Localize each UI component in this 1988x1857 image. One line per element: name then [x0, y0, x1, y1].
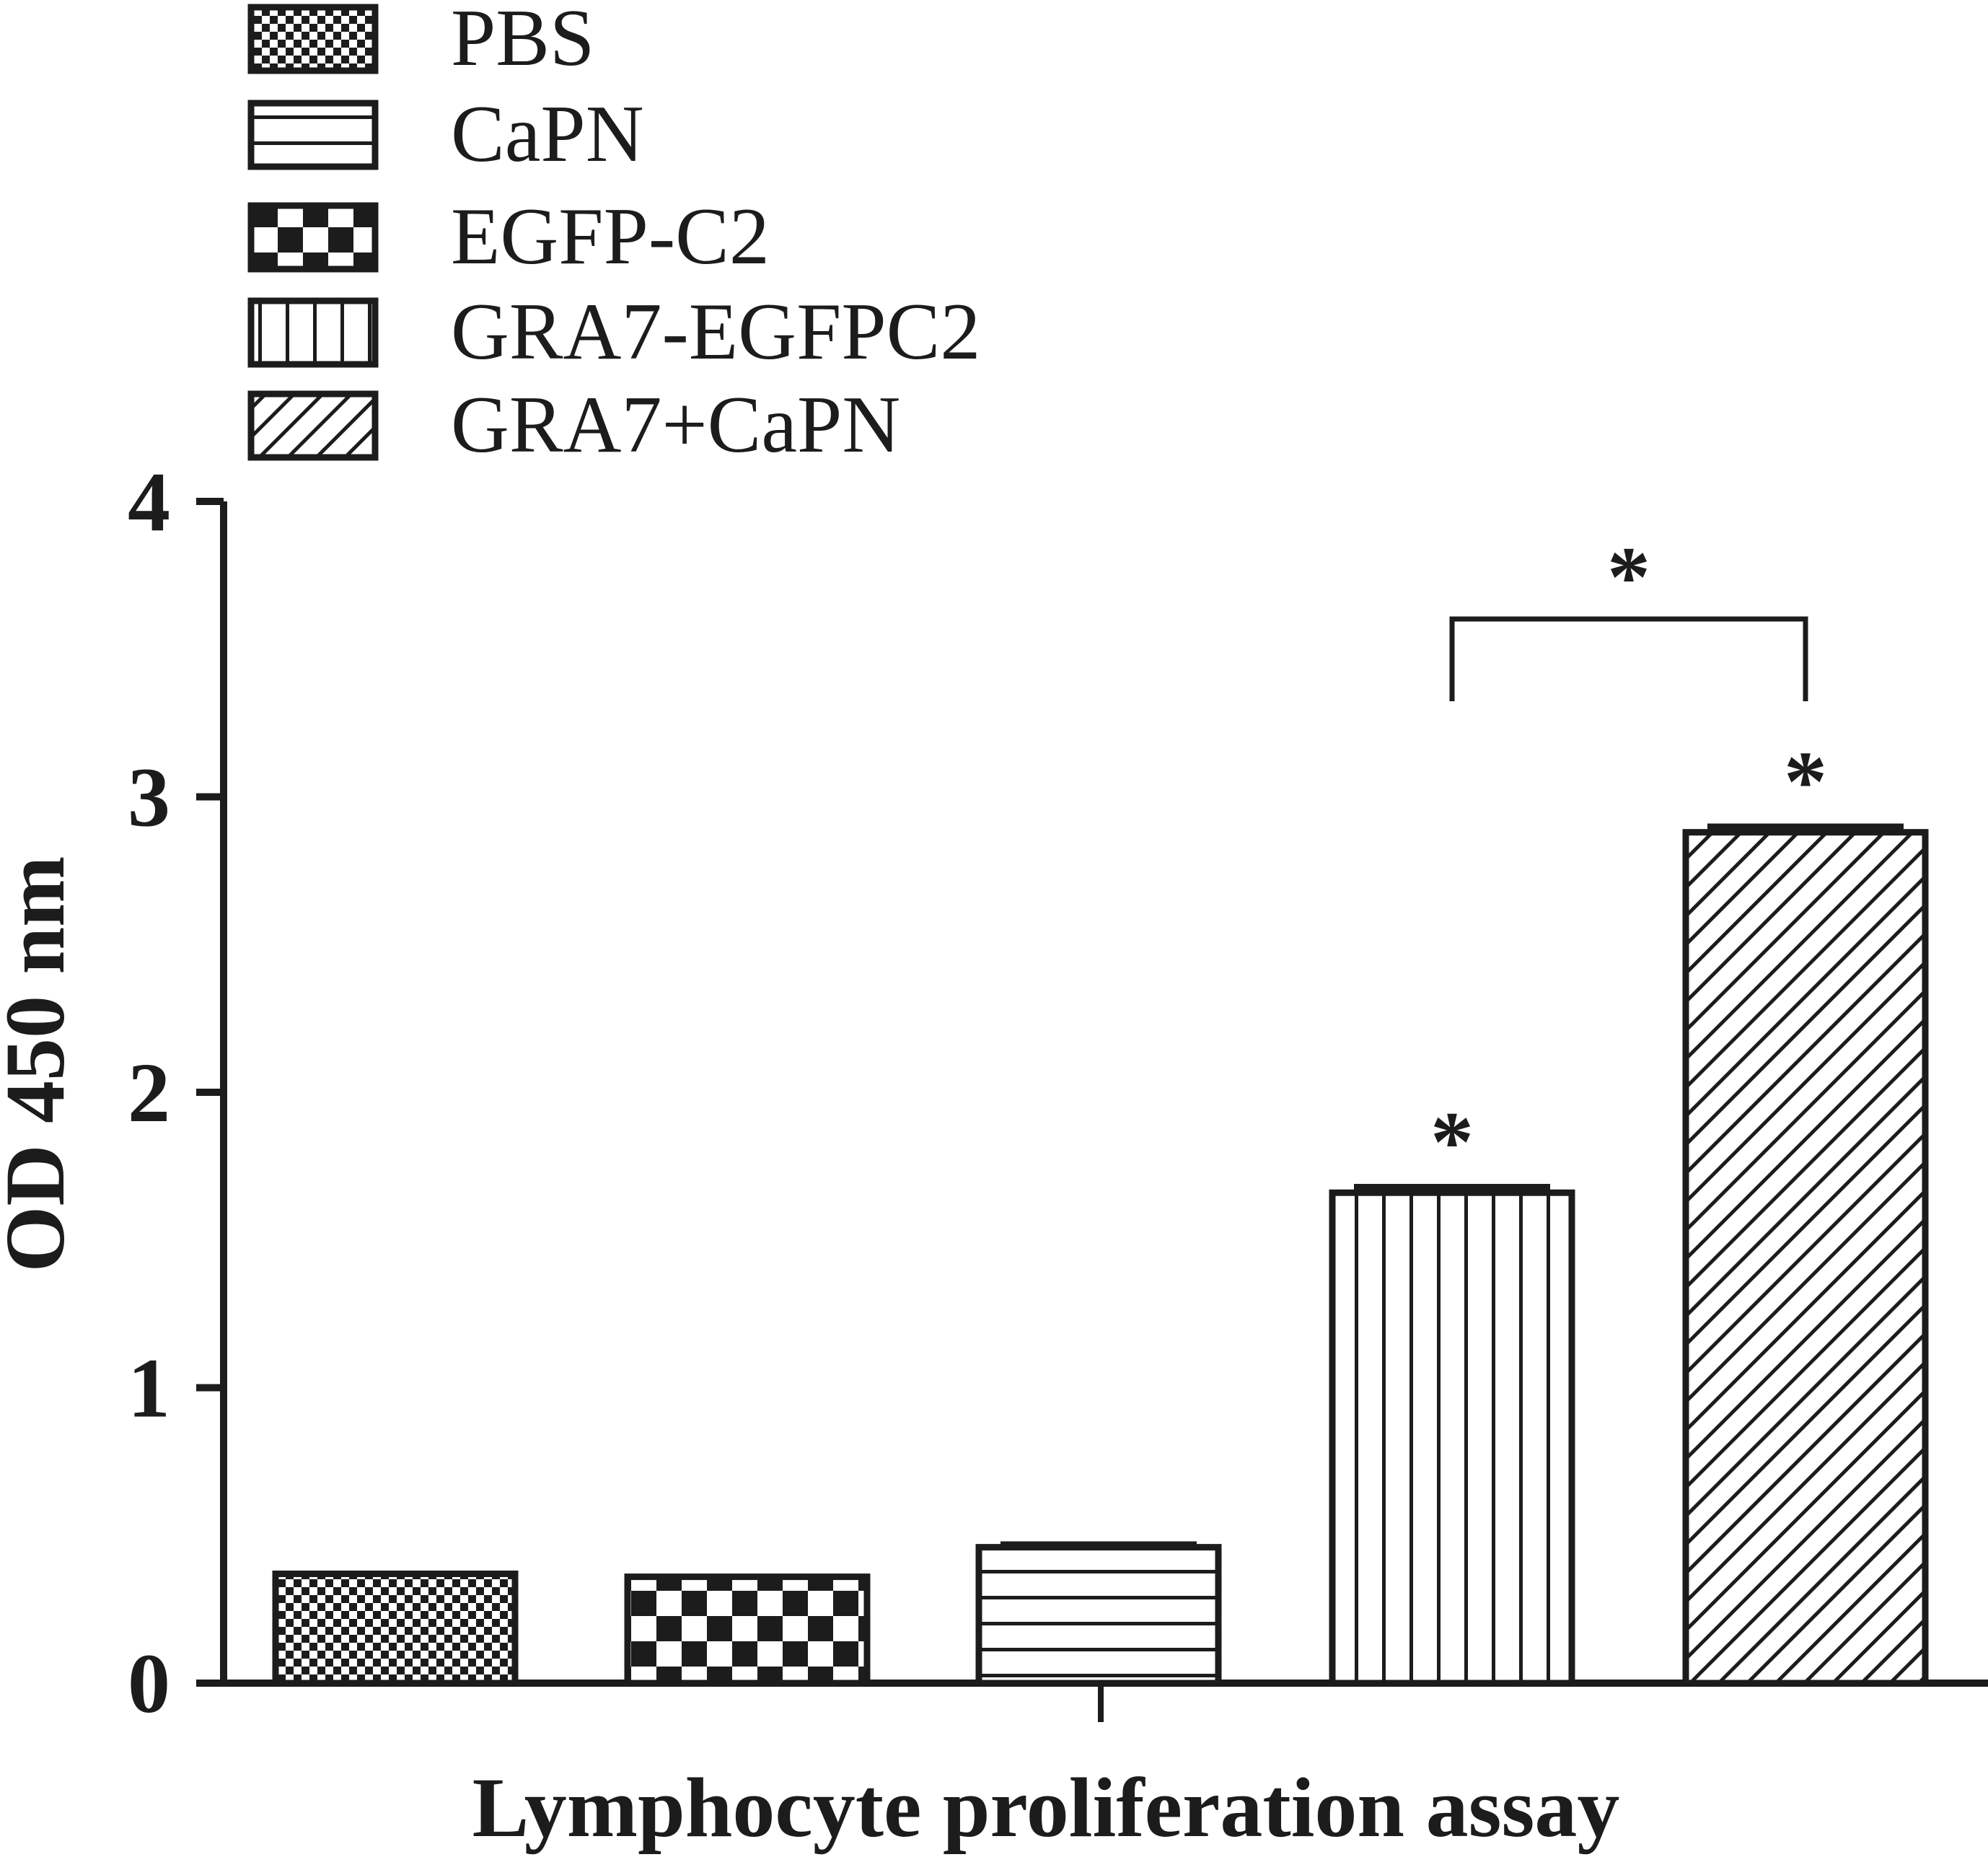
legend-swatch [247, 202, 379, 273]
significance-annotations: * * * [1430, 529, 1827, 1190]
legend-label: GRA7+CaPN [451, 380, 900, 470]
bar-1 [272, 1570, 519, 1687]
bar-4 [1329, 1189, 1575, 1687]
significance-star: * [1430, 1094, 1474, 1190]
legend-label: EGFP-C2 [451, 192, 770, 281]
bars [272, 823, 1929, 1687]
y-tick-label: 2 [128, 1045, 170, 1140]
y-tick-label: 0 [128, 1636, 170, 1731]
comparison-bracket [1449, 616, 1808, 701]
legend-label: CaPN [451, 89, 644, 179]
y-tick-label: 1 [128, 1341, 170, 1436]
y-tick-label: 4 [128, 455, 170, 549]
legend-swatch [247, 100, 379, 170]
legend-swatch [247, 297, 379, 368]
comparison-star: * [1607, 529, 1650, 625]
legend-label: GRA7-EGFPC2 [451, 287, 980, 377]
x-axis-title: Lymphocyte proliferation assay [472, 1760, 1620, 1855]
y-axis-title: OD 450 nm [0, 856, 82, 1273]
significance-star: * [1784, 733, 1827, 829]
legend-label: PBS [451, 0, 594, 83]
bar-2 [624, 1573, 871, 1687]
legend-swatch [247, 390, 379, 461]
legend-swatch [247, 4, 379, 74]
y-tick-label: 3 [128, 750, 170, 845]
bar-5 [1682, 829, 1929, 1687]
y-ticks: 0 1 2 3 4 [128, 455, 1104, 1731]
bar-3 [975, 1544, 1222, 1687]
